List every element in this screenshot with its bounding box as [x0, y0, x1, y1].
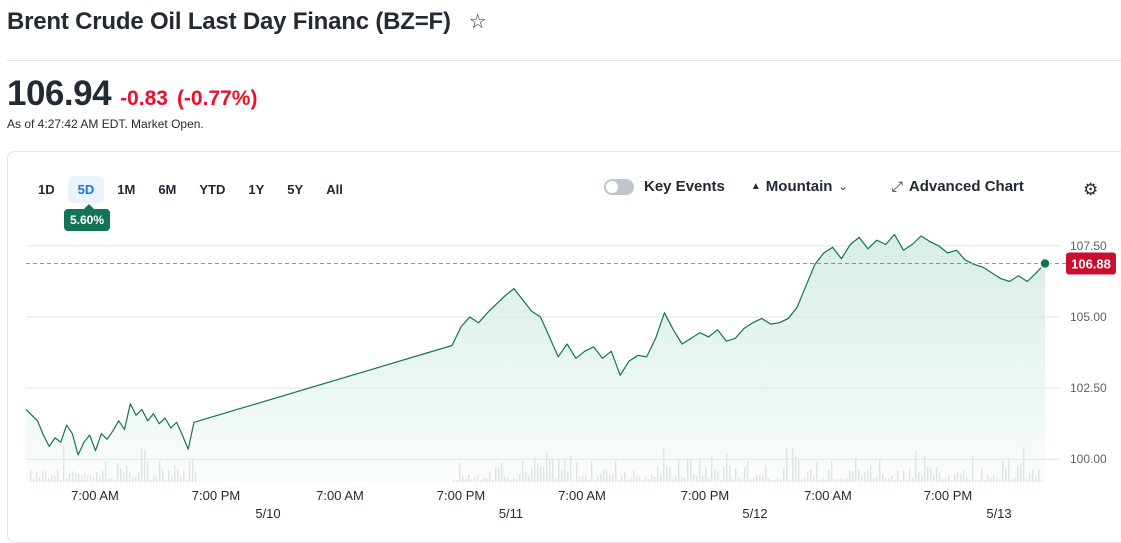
x-time-label: 7:00 PM	[924, 488, 972, 503]
x-time-label: 7:00 AM	[71, 488, 119, 503]
key-events-toggle[interactable]: Key Events	[604, 178, 725, 195]
last-price-label: 106.88	[1071, 257, 1111, 272]
chart-type-dropdown[interactable]: ▲ Mountain ⌄	[751, 178, 848, 195]
x-date-label: 5/13	[986, 506, 1011, 521]
x-time-label: 7:00 AM	[558, 488, 606, 503]
y-tick-label: 102.50	[1070, 381, 1107, 395]
toggle-knob	[606, 180, 618, 193]
star-icon[interactable]: ☆	[468, 11, 487, 33]
mountain-icon: ▲	[750, 181, 761, 192]
toggle-switch[interactable]	[604, 178, 634, 195]
advanced-chart-button[interactable]: ⤢ Advanced Chart	[892, 178, 1024, 195]
range-ytd-button[interactable]: YTD	[199, 182, 226, 197]
expand-icon: ⤢	[891, 178, 903, 194]
chart-type-label: Mountain	[765, 178, 833, 195]
chart-controls: Key Events ▲ Mountain ⌄ ⤢ Advanced Chart	[604, 178, 1024, 195]
range-change-badge: 5.60%	[64, 204, 111, 231]
range-5y-button[interactable]: 5Y	[287, 182, 304, 197]
price-change: -0.83	[120, 87, 168, 110]
x-time-label: 7:00 AM	[316, 488, 364, 503]
y-tick-label: 100.00	[1070, 452, 1107, 466]
last-price-tag	[1066, 252, 1116, 275]
page-title: Brent Crude Oil Last Day Financ (BZ=F)	[7, 8, 451, 35]
quote-row: 106.94 -0.83 (-0.77%)	[7, 74, 257, 114]
range-1m-button[interactable]: 1M	[117, 182, 136, 197]
x-time-label: 7:00 PM	[681, 488, 729, 503]
x-date-label: 5/10	[255, 506, 280, 521]
x-time-label: 7:00 PM	[437, 488, 485, 503]
market-timestamp: As of 4:27:42 AM EDT. Market Open.	[7, 117, 204, 131]
key-events-label: Key Events	[644, 178, 725, 195]
x-date-label: 5/11	[499, 506, 523, 521]
y-tick-label: 105.00	[1070, 310, 1107, 324]
advanced-chart-label: Advanced Chart	[908, 178, 1024, 195]
x-time-label: 7:00 PM	[192, 488, 240, 503]
gear-icon[interactable]: ⚙	[1083, 180, 1099, 199]
x-time-label: 7:00 AM	[804, 488, 852, 503]
title-row: Brent Crude Oil Last Day Financ (BZ=F) ☆	[7, 8, 487, 36]
last-price-marker	[1039, 257, 1051, 270]
range-1d-button[interactable]: 1D	[38, 182, 55, 197]
price-chart[interactable]: 100.00 102.50 105.00 107.50 106.88 7:00 AM 7:0…	[0, 0, 1121, 525]
y-tick-label: 107.50	[1070, 239, 1107, 253]
range-selector: 1D 5D 1M 6M YTD 1Y 5Y All	[28, 176, 356, 203]
chevron-down-icon: ⌄	[838, 181, 848, 193]
divider	[7, 60, 1121, 61]
area-fill	[26, 234, 1045, 482]
range-1y-button[interactable]: 1Y	[248, 182, 265, 197]
price-change-percent: (-0.77%)	[176, 87, 258, 110]
x-date-label: 5/12	[742, 506, 767, 521]
range-all-button[interactable]: All	[326, 182, 343, 197]
price-value: 106.94	[7, 74, 112, 113]
range-6m-button[interactable]: 6M	[158, 182, 177, 197]
series-line	[25, 233, 1046, 456]
range-5d-button[interactable]: 5D	[67, 176, 105, 203]
